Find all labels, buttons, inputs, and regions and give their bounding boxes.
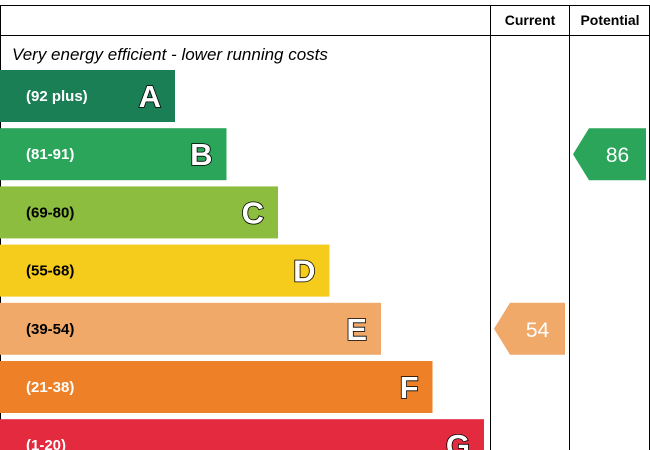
band-g: (1-20) G xyxy=(0,419,484,450)
band-e-range: (39-54) xyxy=(26,321,74,338)
band-b-letter: B xyxy=(190,137,212,172)
band-c-letter: C xyxy=(242,195,264,230)
current-rating-arrow xyxy=(494,302,565,355)
current-column-header: Current xyxy=(505,12,556,28)
potential-rating-marker: 86 xyxy=(573,128,646,181)
band-g-bar xyxy=(0,419,484,450)
band-f-bar xyxy=(0,361,433,413)
potential-rating-arrow xyxy=(573,128,646,181)
potential-rating-value: 86 xyxy=(606,144,629,167)
band-b-bar xyxy=(0,128,227,181)
band-f-letter: F xyxy=(400,370,419,405)
rating-bands: (92 plus) A (81-91) B (69-80) C (55-68) D (39-54… xyxy=(0,70,484,450)
band-a: (92 plus) A xyxy=(0,70,175,122)
band-b-range: (81-91) xyxy=(26,146,74,163)
band-a-letter: A xyxy=(139,79,161,114)
band-g-range: (1-20) xyxy=(26,437,66,450)
band-g-letter: G xyxy=(446,428,470,450)
band-c-bar xyxy=(0,186,278,239)
band-e-bar xyxy=(0,302,381,355)
band-d: (55-68) D xyxy=(0,244,330,297)
band-c-range: (69-80) xyxy=(26,204,74,221)
band-e-letter: E xyxy=(346,312,367,347)
band-a-bar xyxy=(0,70,175,122)
band-f: (21-38) F xyxy=(0,361,433,413)
current-rating-value: 54 xyxy=(526,319,550,342)
band-f-range: (21-38) xyxy=(26,379,74,396)
current-rating-marker: 54 xyxy=(494,302,565,355)
band-d-letter: D xyxy=(293,254,315,289)
band-c: (69-80) C xyxy=(0,186,278,239)
potential-column-header: Potential xyxy=(580,12,639,28)
efficiency-hint: Very energy efficient - lower running co… xyxy=(12,45,328,64)
band-a-range: (92 plus) xyxy=(26,88,88,105)
band-d-bar xyxy=(0,244,330,297)
band-e: (39-54) E xyxy=(0,302,381,355)
band-d-range: (55-68) xyxy=(26,263,74,280)
band-b: (81-91) B xyxy=(0,128,227,181)
